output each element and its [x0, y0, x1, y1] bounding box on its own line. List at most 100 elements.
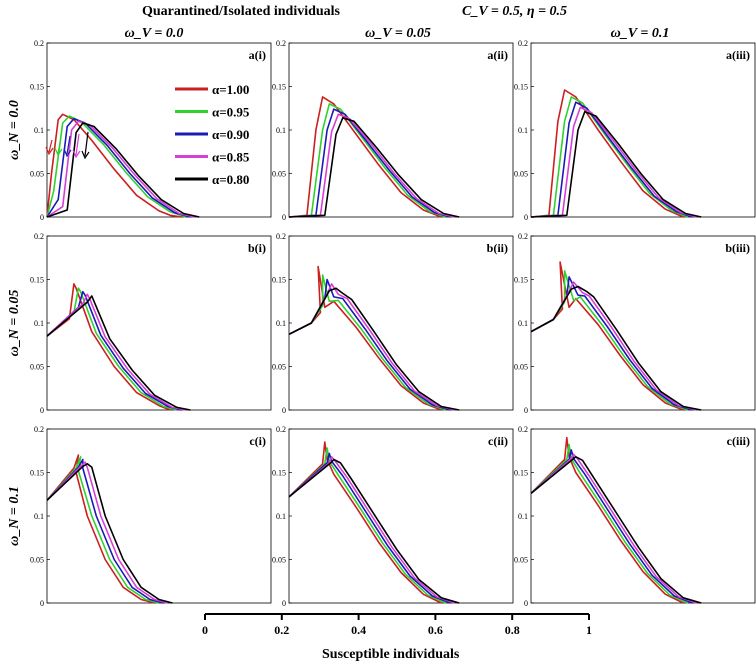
y-tick-label: 0: [282, 599, 286, 608]
series-line: [46, 283, 171, 411]
figure-title: Quarantined/Isolated individuals: [142, 4, 341, 19]
panel: 0 0.05 0.1 0.15 0.2 b(iii): [514, 232, 756, 415]
arrow-shaft: [48, 139, 53, 153]
panels: 0 0.05 0.1 0.15 0.2 a(i) 0 0.05 0.1 0.15 0.2 a(ii) 0…: [30, 39, 756, 608]
series-line: [288, 287, 460, 411]
series-line: [288, 113, 455, 218]
y-tick-label: 0.15: [514, 469, 528, 478]
panel: 0 0.05 0.1 0.15 0.2 a(i): [30, 39, 272, 222]
panel-label: c(iii): [727, 434, 750, 448]
legend-label: α=0.85: [212, 150, 250, 165]
y-tick-label: 0.05: [514, 556, 528, 565]
y-tick-label: 0.05: [272, 556, 286, 565]
x-tick-label: 1: [586, 623, 592, 637]
series-line: [288, 447, 447, 604]
series-line: [46, 115, 187, 218]
series-line: [530, 89, 684, 218]
panel-label: c(ii): [488, 434, 508, 448]
legend-label: α=1.00: [212, 82, 249, 97]
y-tick-label: 0.15: [272, 83, 286, 92]
series-line: [46, 113, 182, 218]
column-titles: ω_V = 0.0 ω_V = 0.05 ω_V = 0.1: [125, 26, 670, 41]
series-line: [530, 449, 693, 604]
panel: 0 0.05 0.1 0.15 0.2 c(iii): [514, 425, 756, 608]
y-tick-label: 0.15: [272, 469, 286, 478]
panel: 0 0.05 0.1 0.15 0.2 b(ii): [272, 232, 514, 415]
panel-frame: [288, 235, 514, 411]
y-tick-label: 0: [40, 599, 44, 608]
panel-label: b(i): [248, 241, 266, 255]
x-tick-label: 0.8: [505, 623, 520, 637]
y-tick-label: 0.1: [276, 319, 286, 328]
y-tick-label: 0.2: [34, 232, 44, 241]
figure-params: C_V = 0.5, η = 0.5: [462, 4, 567, 19]
x-tick-label: 0.4: [351, 623, 366, 637]
legend: α=1.00 α=0.95 α=0.90 α=0.85 α=0.80: [175, 82, 250, 187]
y-tick-label: 0.1: [518, 319, 528, 328]
y-tick-label: 0.1: [518, 126, 528, 135]
series-line: [288, 458, 460, 604]
y-tick-label: 0.1: [276, 512, 286, 521]
panel: 0 0.05 0.1 0.15 0.2 c(i): [30, 425, 272, 608]
annotation-arrows: [45, 131, 90, 160]
arrow-head: [63, 148, 72, 158]
column-title: ω_V = 0.05: [365, 26, 431, 41]
x-axis-label: Susceptible individuals: [322, 647, 460, 662]
series-line: [288, 274, 447, 411]
panel-label: a(ii): [487, 48, 508, 62]
series-line: [46, 117, 191, 218]
arrow-head: [45, 146, 54, 156]
series-line: [530, 436, 684, 604]
legend-label: α=0.90: [212, 127, 249, 142]
series-line: [288, 441, 442, 604]
row-titles: ω_N = 0.0 ω_N = 0.05 ω_N = 0.1: [7, 100, 22, 546]
y-tick-label: 0.2: [518, 425, 528, 434]
y-tick-label: 0: [40, 406, 44, 415]
series-line: [530, 101, 693, 218]
panel-frame: [46, 42, 272, 218]
y-tick-label: 0: [524, 406, 528, 415]
y-tick-label: 0.2: [276, 39, 286, 48]
panel-frame: [530, 428, 756, 604]
y-tick-label: 0.05: [272, 363, 286, 372]
series-line: [288, 117, 460, 218]
panel-label: a(i): [249, 48, 266, 62]
series-line: [46, 287, 178, 411]
arrow-shaft: [66, 135, 71, 155]
y-tick-label: 0.05: [514, 363, 528, 372]
panel-frame: [46, 235, 272, 411]
x-tick-label: 0.6: [428, 623, 443, 637]
x-tick-label: 0.2: [274, 623, 289, 637]
y-tick-label: 0.15: [514, 83, 528, 92]
series-line: [530, 453, 698, 604]
y-tick-label: 0: [40, 213, 44, 222]
series-line: [46, 293, 187, 411]
series-line: [46, 290, 182, 411]
panel: 0 0.05 0.1 0.15 0.2 a(ii): [272, 39, 514, 222]
arrow-shaft: [84, 131, 89, 157]
series-line: [530, 106, 698, 218]
y-tick-label: 0.15: [30, 83, 44, 92]
y-tick-label: 0: [282, 406, 286, 415]
panel-label: b(ii): [487, 241, 508, 255]
panel-frame: [288, 428, 514, 604]
series-line: [530, 285, 702, 411]
series-line: [530, 110, 702, 218]
y-tick-label: 0: [282, 213, 286, 222]
series-line: [46, 456, 160, 604]
series-line: [46, 120, 195, 218]
series-line: [288, 108, 451, 218]
arrow-head: [81, 150, 90, 160]
y-tick-label: 0.05: [30, 556, 44, 565]
y-tick-label: 0.1: [34, 512, 44, 521]
series-line: [46, 454, 155, 604]
y-tick-label: 0.2: [276, 232, 286, 241]
panel-label: b(iii): [725, 241, 750, 255]
panel: 0 0.05 0.1 0.15 0.2 c(ii): [272, 425, 514, 608]
series-line: [530, 443, 689, 604]
arrow-head: [54, 147, 63, 157]
row-title: ω_N = 0.05: [7, 290, 22, 357]
y-tick-label: 0.2: [518, 232, 528, 241]
arrow-shaft: [57, 137, 62, 154]
